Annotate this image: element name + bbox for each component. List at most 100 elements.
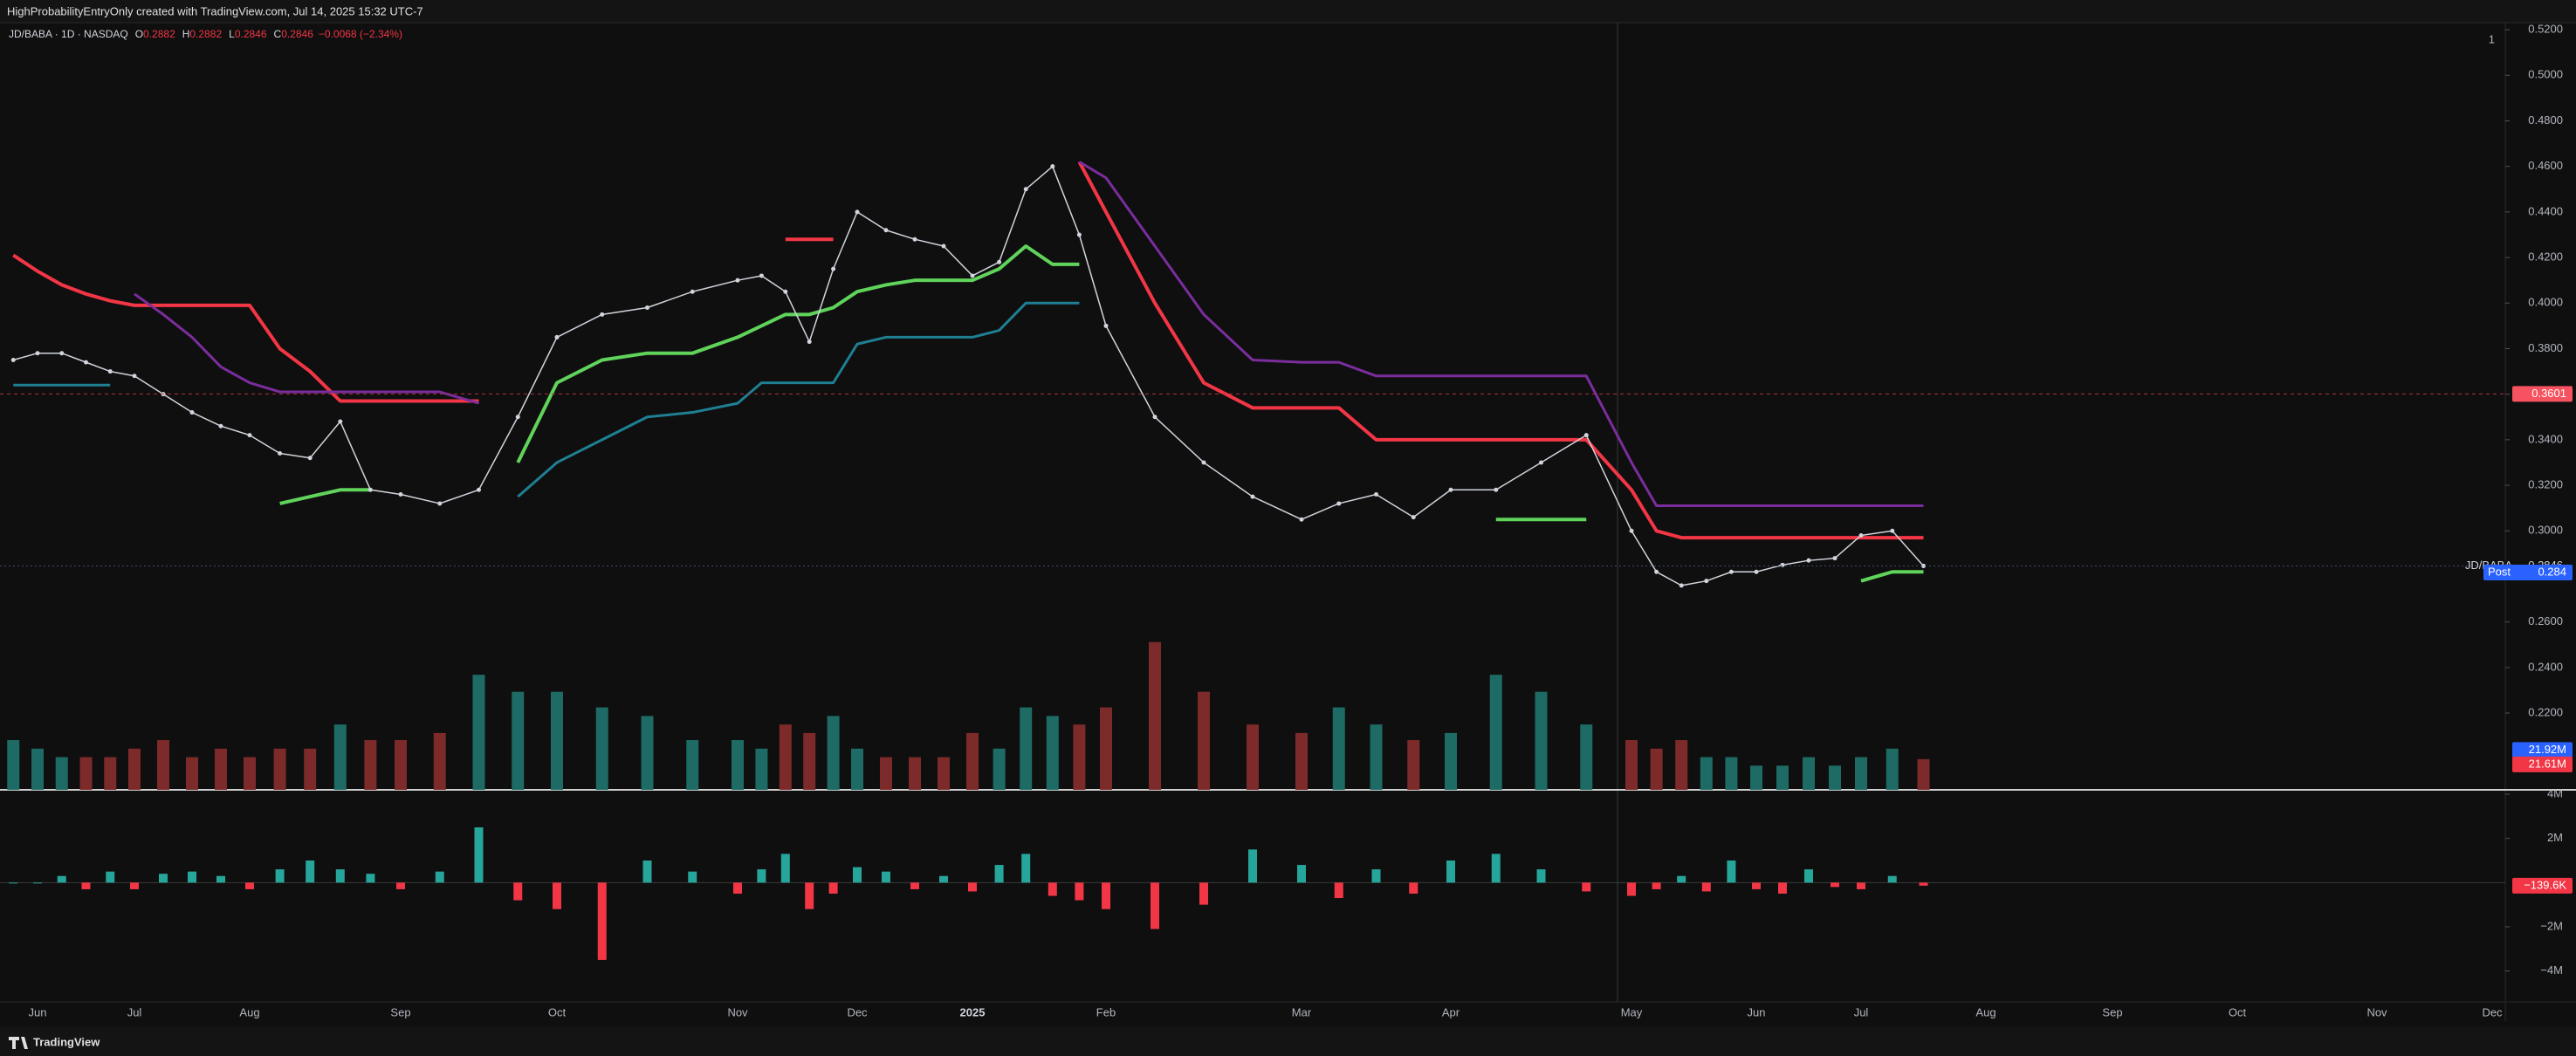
alert-level-label-box <box>2512 386 2573 402</box>
indicator-line <box>12 253 479 403</box>
volume-bar <box>993 748 1006 790</box>
volume-last-label-box <box>2512 756 2573 772</box>
indicator-line <box>279 488 371 505</box>
close-point <box>1704 579 1709 584</box>
close-point <box>554 334 560 339</box>
ohlc-value: 0.2846 <box>235 28 267 40</box>
close-point <box>35 351 40 356</box>
delta-last-label-box <box>2512 877 2573 894</box>
x-tick-label: Sep <box>390 1005 410 1018</box>
volume-bar <box>55 757 68 790</box>
close-point <box>1201 460 1206 465</box>
x-tick-label: May <box>1621 1005 1643 1018</box>
price-line <box>13 165 1925 586</box>
delta-bar <box>597 882 607 960</box>
close-point <box>1448 487 1453 492</box>
delta-bar <box>1831 882 1839 888</box>
x-tick-label: Feb <box>1096 1005 1116 1018</box>
delta-bar <box>1727 861 1736 883</box>
x-tick-label: Jul <box>1854 1005 1869 1018</box>
close-point <box>831 266 836 271</box>
volume-bar <box>31 748 44 790</box>
delta-bar <box>853 867 862 883</box>
delta-last-label: −139.6K <box>2524 878 2566 891</box>
legend: JD/BABA · 1D · NASDAQ O0.2882 H0.2882 L0.28… <box>9 28 402 40</box>
close-point <box>477 487 481 492</box>
close-point <box>515 415 520 420</box>
delta-bar <box>688 871 697 883</box>
y-tick-label: 0.4000 <box>2528 296 2563 309</box>
close-point <box>997 259 1002 264</box>
volume-bar <box>755 748 768 790</box>
header-text: HighProbabilityEntryOnly created with Tr… <box>7 4 423 17</box>
close-point <box>690 289 695 294</box>
close-point <box>1629 528 1634 533</box>
tv-logo <box>9 1037 28 1049</box>
delta-bar <box>939 875 948 883</box>
delta-bar <box>1752 882 1761 889</box>
volume-bar <box>1917 758 1930 790</box>
delta-tick-label: 4M <box>2547 787 2563 800</box>
close-point <box>1250 494 1255 499</box>
close-point <box>1754 569 1759 574</box>
delta-bar <box>9 882 18 884</box>
y-tick-label: 0.4800 <box>2528 113 2563 127</box>
y-tick-label: 0.4400 <box>2528 204 2563 217</box>
close-point <box>338 419 343 424</box>
delta-bar <box>1371 869 1381 883</box>
volume-bar <box>1803 757 1815 790</box>
volume-bar <box>1675 740 1688 790</box>
top-bar <box>0 0 2576 23</box>
close-point <box>1299 517 1304 522</box>
volume-ma-label-box <box>2512 742 2573 758</box>
delta-bar <box>1199 882 1208 905</box>
delta-bar <box>245 882 254 889</box>
close-point <box>912 237 917 242</box>
delta-bar <box>1582 882 1591 892</box>
delta-bar <box>828 882 838 894</box>
close-point <box>1654 569 1659 574</box>
delta-bar <box>396 882 405 889</box>
close-point <box>189 410 195 415</box>
delta-bar <box>757 869 766 883</box>
volume-bar <box>827 716 840 790</box>
close-point <box>1411 515 1416 520</box>
post-label: Post <box>2488 565 2511 578</box>
volume-bar <box>472 675 485 790</box>
delta-bar <box>733 882 742 894</box>
x-tick-label: Oct <box>2229 1005 2247 1018</box>
volume-bar <box>1489 675 1502 790</box>
x-tick-label: Dec <box>847 1005 868 1018</box>
delta-bar <box>1409 882 1419 894</box>
x-tick-label: Nov <box>727 1005 748 1018</box>
volume-bar <box>595 707 608 790</box>
x-tick-label: 2025 <box>960 1005 986 1018</box>
volume-bar <box>1100 707 1112 790</box>
delta-bar <box>1677 875 1686 883</box>
delta-bar <box>1804 869 1813 883</box>
close-point <box>1728 569 1734 574</box>
delta-bar <box>335 869 345 883</box>
x-tick-label: Dec <box>2482 1005 2503 1018</box>
close-point <box>368 487 373 492</box>
volume-bar <box>364 740 377 790</box>
y-tick-label: 0.2400 <box>2528 660 2563 673</box>
close-point <box>1050 164 1055 169</box>
delta-bar <box>1536 869 1546 883</box>
y-tick-label: 0.3200 <box>2528 477 2563 490</box>
delta-bar <box>910 882 919 889</box>
delta-bar <box>1778 882 1787 894</box>
volume-bar <box>1198 691 1210 790</box>
close-point <box>941 243 946 249</box>
volume-bar <box>157 740 169 790</box>
volume-bar <box>909 757 921 790</box>
volume-bar <box>1700 757 1713 790</box>
y-tick-label: 0.4200 <box>2528 250 2563 264</box>
x-tick-label: Mar <box>1292 1005 1312 1018</box>
y-tick-label: 0.3800 <box>2528 341 2563 354</box>
volume-bar <box>1332 707 1345 790</box>
close-point <box>1336 501 1342 506</box>
delta-bar <box>1887 875 1897 883</box>
close-point <box>759 273 764 278</box>
close-point <box>218 423 223 429</box>
